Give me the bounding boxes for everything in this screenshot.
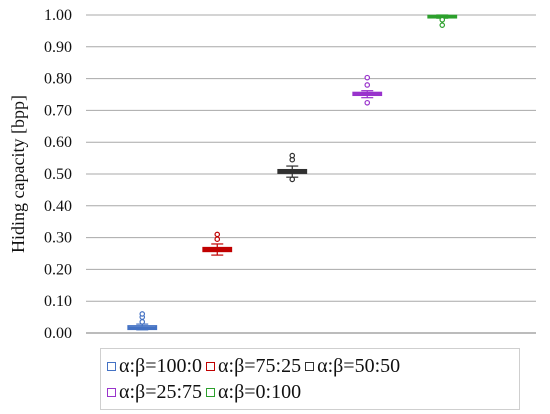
legend-swatch-0 [107,361,116,371]
y-tick-label-10: 1.00 [44,7,72,24]
y-tick-label-8: 0.80 [44,71,72,88]
legend-label-3: α:β=25:75 [119,381,203,403]
y-tick-label-2: 0.20 [44,261,72,278]
legend-label-0: α:β=100:0 [119,355,203,377]
legend-item-4: α:β=0:100 [206,379,301,405]
outlier-4-1 [439,22,446,28]
box-plot: 0.00 0.10 0.20 0.30 0.40 0.50 0.60 0.70 0.80 0.90… [8,7,536,342]
legend-row-1: α:β=100:0 α:β=75:25 α:β=50:50 [107,353,513,379]
legend: α:β=100:0 α:β=75:25 α:β=50:50 α:β=25:75 … [100,348,520,410]
y-tick-label-4: 0.40 [44,198,72,215]
legend-label-1: α:β=75:25 [218,355,302,377]
y-tick-label-7: 0.70 [44,102,72,119]
y-tick-label-9: 0.90 [44,39,72,56]
legend-swatch-4 [206,387,216,397]
y-tick-label-1: 0.10 [44,293,72,310]
legend-item-2: α:β=50:50 [305,353,400,379]
outlier-4-0 [439,16,446,23]
legend-item-3: α:β=25:75 [107,379,202,405]
outlier-3-0 [364,99,371,106]
legend-swatch-1 [206,361,216,371]
legend-row-2: α:β=25:75 α:β=0:100 [107,379,513,405]
y-tick-label-6: 0.60 [44,134,72,151]
outlier-0-2 [139,311,146,317]
y-tick-label-3: 0.30 [44,230,72,247]
legend-label-4: α:β=0:100 [218,381,302,403]
outlier-2-2 [289,152,296,159]
y-axis-label: Hiding capacity [bpp] [8,95,28,253]
legend-swatch-2 [305,361,315,371]
legend-item-0: α:β=100:0 [107,353,202,379]
outlier-3-1 [364,82,371,88]
outlier-0-0 [139,319,146,325]
legend-swatch-3 [107,387,116,397]
y-tick-label-0: 0.00 [44,325,72,342]
legend-label-2: α:β=50:50 [317,355,401,377]
outlier-3-2 [364,74,371,81]
outlier-2-0 [289,176,296,183]
outlier-1-0 [214,236,221,242]
legend-item-1: α:β=75:25 [206,353,301,379]
outlier-1-1 [214,231,221,238]
y-tick-label-5: 0.50 [44,166,72,183]
